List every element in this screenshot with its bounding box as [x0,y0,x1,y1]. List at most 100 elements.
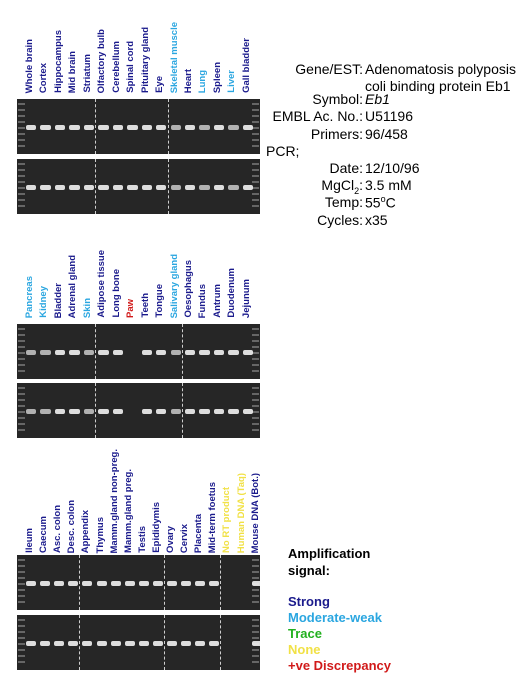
lane-label: Pancreas [24,275,35,318]
info-value: 96/458 [365,126,408,142]
pcr-band [98,185,109,190]
pcr-band [98,350,109,355]
pcr-band [209,581,220,586]
info-label: Cycles: [317,212,363,228]
info-label: Primers: [310,126,363,142]
ladder-lane [18,103,25,150]
pcr-band [156,409,167,414]
lane-label: Paw [125,298,137,318]
pcr-band [251,641,260,646]
pcr-band [26,641,37,646]
lane-divider [220,615,222,670]
pcr-band [82,641,93,646]
lane-divider [167,159,169,214]
pcr-band [112,409,124,414]
pcr-band [228,350,239,355]
pcr-band [195,641,206,646]
lane-label: Kidney [38,286,50,318]
ladder-lane [18,619,25,666]
pcr-band [209,641,220,646]
pcr-band [83,350,95,355]
info-value: Eb1 [365,91,390,107]
ladder-lane [252,163,259,210]
pcr-band [213,409,225,414]
lane-divider [79,615,81,670]
lane-divider [95,99,97,154]
legend-title: Amplification signal: [288,546,371,578]
pcr-band [124,581,135,586]
pcr-band [82,581,93,586]
pcr-band [26,350,37,355]
pcr-band [54,581,65,586]
ladder-lane [252,103,259,150]
pcr-band [184,409,196,414]
lane-label: Placenta [193,513,205,553]
lane-label: Cervix [179,523,191,553]
lane-label: Salivary gland [168,253,180,318]
lane-label: Mamm.gland non-preg. [108,448,120,554]
legend-item: Strong [288,594,330,609]
pcr-band [228,409,239,414]
pcr-band [98,409,109,414]
lane-label: Oesophagus [182,260,194,318]
pcr-band [69,185,80,190]
pcr-band [242,350,254,355]
pcr-band [40,185,51,190]
pcr-band [110,641,121,646]
pcr-band [26,581,37,586]
legend-item: Trace [288,626,322,641]
pcr-band [213,350,225,355]
info-label: EMBL Ac. No.: [272,108,363,124]
info-label: Gene/EST: [295,61,363,77]
info-value: U51196 [365,108,414,124]
pcr-band [83,409,95,414]
lane-label: Long bone [110,269,122,318]
lane-label: Human DNA (Taq) [235,472,247,553]
pcr-band [141,409,153,414]
info-label: Date: [329,160,363,176]
lane-label: Jejunum [240,278,252,318]
lane-divider [79,555,81,610]
pcr-band [167,641,178,646]
pcr-band [141,125,153,130]
pcr-band [40,581,51,586]
info-value: Adenomatosis polyposis coli binding prot… [365,61,516,94]
lane-label: Ovary [165,526,176,553]
lane-label: Bladder [52,282,64,318]
lane-divider [181,324,183,379]
lane-label: Thymus [94,516,106,553]
pcr-band [83,125,95,130]
gel-image [17,159,260,214]
pcr-band [181,641,192,646]
legend-item: +ve Discrepancy [288,658,391,673]
pcr-band [127,185,138,190]
info-label: Symbol: [312,91,363,107]
lane-label: Tongue [154,284,166,318]
pcr-band [141,350,153,355]
pcr-band [54,125,66,130]
lane-label: Caecum [38,516,50,553]
pcr-band [26,185,37,190]
gel-image [17,383,260,438]
info-value: x35 [365,212,388,228]
pcr-band [83,185,95,190]
lane-label: Adrenal gland [67,254,79,318]
lane-label: Mid-term foetus [207,481,219,553]
lane-divider [167,99,169,154]
pcr-band [184,185,196,190]
ladder-lane [252,328,259,375]
lane-label: Appendix [80,509,92,553]
pcr-band [127,125,138,130]
lane-divider [164,615,165,670]
pcr-band [54,409,66,414]
gel-image [17,615,260,670]
pcr-band [199,350,210,355]
ladder-lane [18,163,25,210]
pcr-band [156,125,167,130]
lane-label: Asc. colon [52,504,64,553]
pcr-band [26,409,37,414]
pcr-band [170,185,181,190]
lane-label: Mamm.gland preg. [122,469,134,553]
lane-label: Epididymis [150,502,162,553]
lane-divider [95,383,97,438]
